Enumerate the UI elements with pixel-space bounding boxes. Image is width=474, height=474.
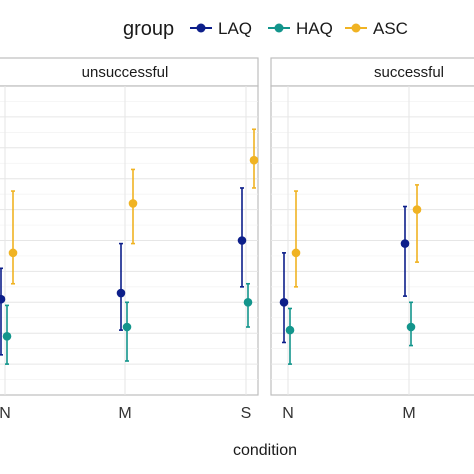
panel-unsuccessful-x-tick-label: N [0, 405, 11, 422]
legend-key-dot-laq [196, 23, 206, 33]
legend-key-dot-haq [274, 23, 284, 33]
panel-unsuccessful-x-tick-label: S [241, 405, 252, 422]
panel-successful-point-laq [279, 298, 289, 307]
legend-key-dot-asc [351, 23, 361, 33]
panel-successful-strip-label: successful [374, 64, 444, 81]
legend-label-haq: HAQ [296, 19, 333, 38]
legend-label-laq: LAQ [218, 19, 252, 38]
legend-label-asc: ASC [373, 19, 408, 38]
x-axis-title: condition [233, 442, 297, 459]
panel-unsuccessful-x-tick-label: M [118, 405, 131, 422]
panel-unsuccessful-point-haq [122, 322, 132, 332]
panel-successful-point-asc [291, 248, 301, 258]
panel-unsuccessful-point-asc [128, 199, 138, 208]
panel-successful-x-tick-label: M [402, 405, 415, 422]
panel-successful-point-haq [285, 325, 295, 335]
panel-successful-point-haq [406, 322, 416, 332]
panel-successful-point-laq [400, 239, 410, 248]
panel-successful-point-asc [412, 205, 422, 214]
panel-unsuccessful-point-asc [249, 155, 259, 165]
panel-successful-x-tick-label: N [282, 405, 294, 422]
panel-unsuccessful-point-haq [243, 298, 253, 307]
legend-title: group [123, 18, 174, 40]
panel-unsuccessful-point-laq [116, 288, 126, 298]
panel-unsuccessful-point-haq [2, 331, 12, 341]
panel-unsuccessful-point-laq [237, 236, 247, 245]
panel-unsuccessful-point-asc [8, 248, 18, 258]
panel-unsuccessful-strip [0, 57, 259, 87]
panel-unsuccessful-point-laq [0, 294, 6, 304]
panel-unsuccessful-strip-label: unsuccessful [82, 64, 169, 81]
